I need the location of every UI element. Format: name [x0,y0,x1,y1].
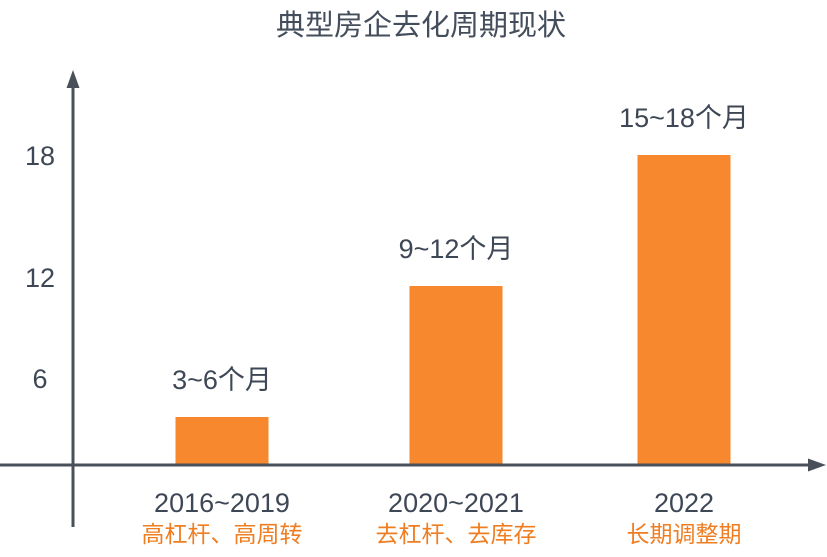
x-tick-label: 2016~2019 [154,488,290,518]
bar-value-label: 3~6个月 [172,365,272,395]
y-tick-label: 6 [32,364,47,394]
chart-title: 典型房企去化周期现状 [276,9,566,42]
x-tick-sublabel: 长期调整期 [627,521,742,547]
bar-value-label: 9~12个月 [399,234,514,264]
x-tick-label: 2020~2021 [388,488,524,518]
x-tick-sublabel: 高杠杆、高周转 [142,521,303,547]
bar-2022 [637,155,731,465]
bar-value-label: 15~18个月 [619,103,749,133]
y-axis-arrow [66,70,80,88]
bar-value-labels: 3~6个月 9~12个月 15~18个月 [172,103,749,395]
bar-2016-2019 [175,417,269,465]
y-tick-label: 18 [25,141,55,171]
bars-group [175,155,731,465]
y-tick-labels: 6 12 18 [25,141,55,394]
bar-2020-2021 [409,286,503,465]
x-tick-label: 2022 [654,488,714,518]
x-tick-labels: 2016~2019 高杠杆、高周转 2020~2021 去杠杆、去库存 2022 长期调整… [142,488,742,547]
x-tick-sublabel: 去杠杆、去库存 [376,521,537,547]
y-tick-label: 12 [25,263,55,293]
x-axis-arrow [808,458,826,472]
